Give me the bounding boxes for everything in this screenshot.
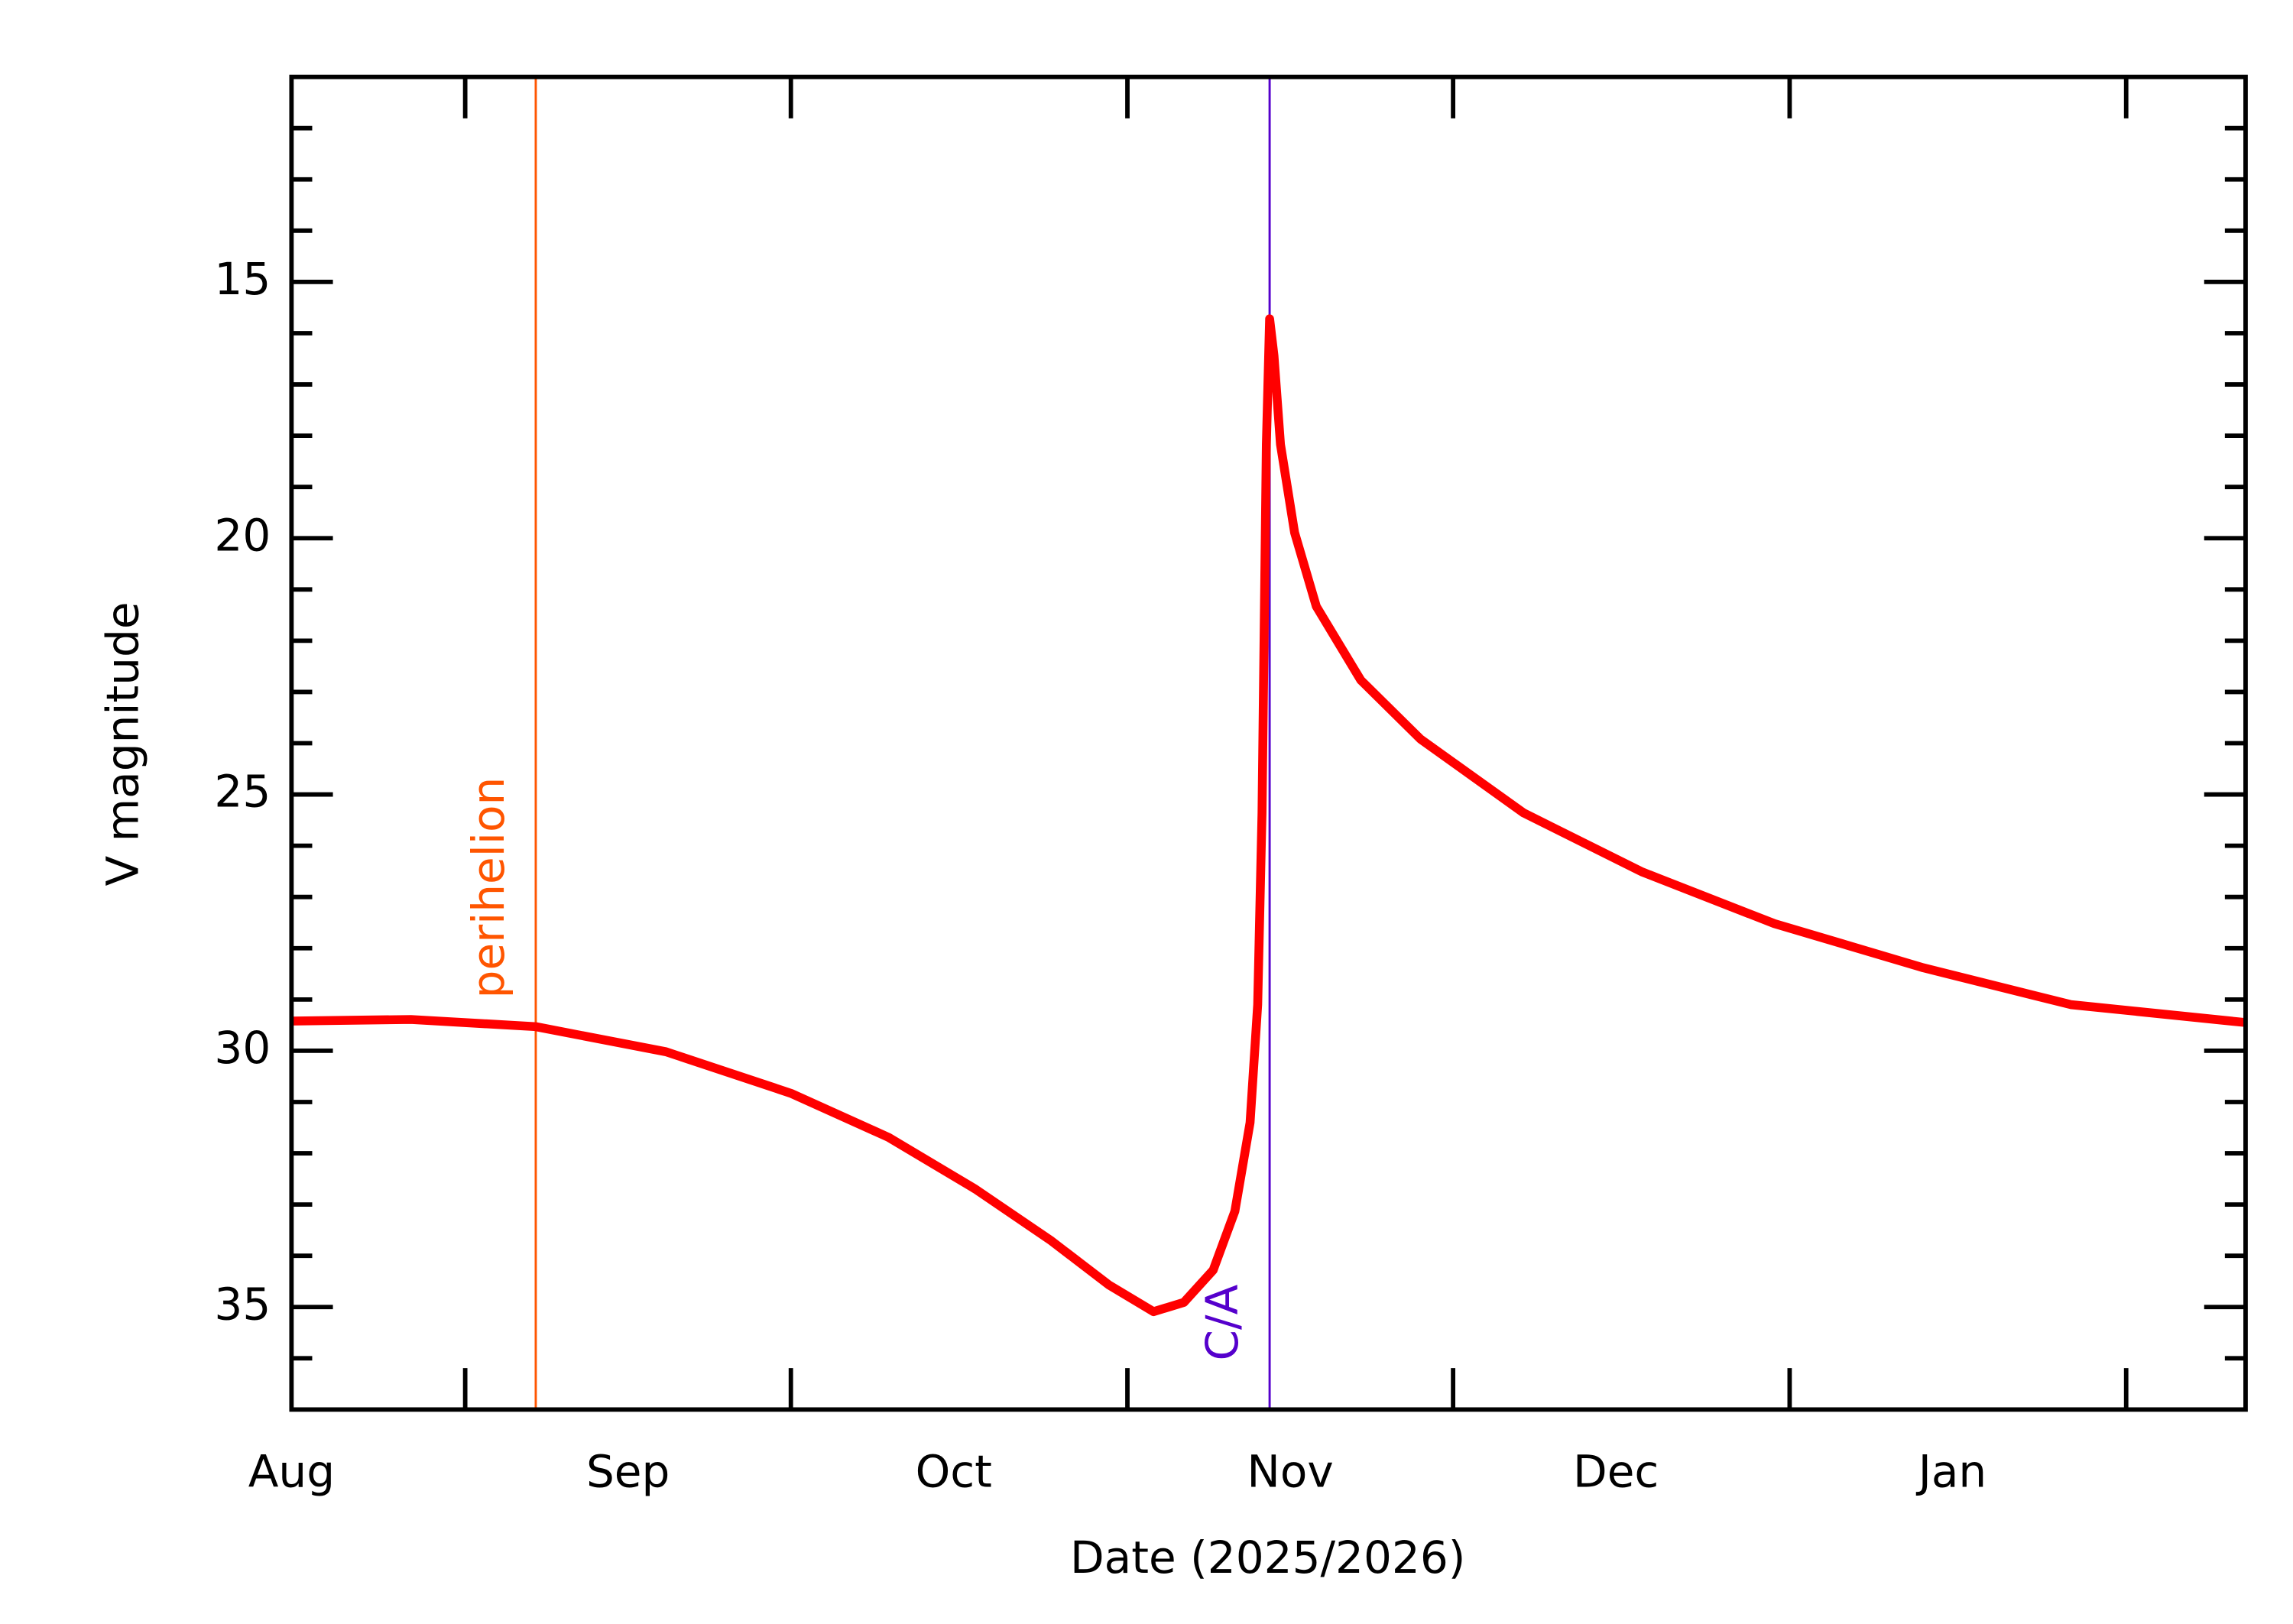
y-tick-label: 15 [214, 253, 271, 305]
y-tick-label: 20 [214, 509, 271, 561]
y-tick-label: 30 [214, 1022, 271, 1074]
event-label: perihelion [462, 777, 514, 999]
event-label: C/A [1196, 1284, 1248, 1360]
x-tick-label: Jan [1916, 1446, 1987, 1498]
x-tick-label: Dec [1573, 1446, 1659, 1498]
plot-frame [289, 74, 2248, 1412]
x-tick-label: Sep [586, 1446, 670, 1498]
y-tick-label: 35 [214, 1278, 271, 1330]
x-axis-label: Date (2025/2026) [1070, 1532, 1466, 1583]
x-tick-label: Oct [916, 1446, 992, 1498]
x-tick-label: Nov [1247, 1446, 1333, 1498]
x-tick-label: Aug [248, 1446, 335, 1498]
y-tick-label: 25 [214, 766, 271, 818]
y-axis-label: V magnitude [97, 601, 149, 886]
data-line [291, 314, 2246, 1317]
